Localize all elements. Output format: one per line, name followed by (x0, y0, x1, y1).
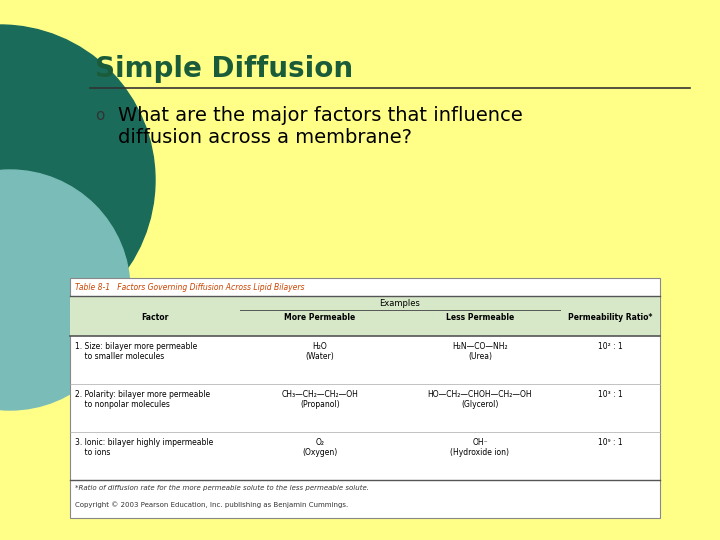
Circle shape (0, 25, 155, 335)
Text: More Permeable: More Permeable (284, 313, 356, 322)
Text: 1. Size: bilayer more permeable
    to smaller molecules: 1. Size: bilayer more permeable to small… (75, 342, 197, 361)
Text: H₂O
(Water): H₂O (Water) (305, 342, 334, 361)
Text: Permeability Ratio*: Permeability Ratio* (568, 313, 652, 322)
Text: o: o (95, 108, 104, 123)
Circle shape (0, 170, 130, 410)
Text: 10² : 1: 10² : 1 (598, 342, 622, 351)
Text: Table 8-1   Factors Governing Diffusion Across Lipid Bilayers: Table 8-1 Factors Governing Diffusion Ac… (75, 283, 305, 292)
Text: CH₃—CH₂—CH₂—OH
(Propanol): CH₃—CH₂—CH₂—OH (Propanol) (282, 390, 359, 409)
FancyBboxPatch shape (70, 296, 660, 336)
Text: Simple Diffusion: Simple Diffusion (95, 55, 353, 83)
Text: diffusion across a membrane?: diffusion across a membrane? (118, 128, 412, 147)
Text: O₂
(Oxygen): O₂ (Oxygen) (302, 438, 338, 457)
Text: *Ratio of diffusion rate for the more permeable solute to the less permeable sol: *Ratio of diffusion rate for the more pe… (75, 485, 369, 491)
Text: Factor: Factor (141, 313, 168, 322)
Text: H₂N—CO—NH₂
(Urea): H₂N—CO—NH₂ (Urea) (452, 342, 508, 361)
Text: 2. Polarity: bilayer more permeable
    to nonpolar molecules: 2. Polarity: bilayer more permeable to n… (75, 390, 210, 409)
Text: Examples: Examples (379, 299, 420, 308)
Text: What are the major factors that influence: What are the major factors that influenc… (118, 106, 523, 125)
Text: OH⁻
(Hydroxide ion): OH⁻ (Hydroxide ion) (451, 438, 510, 457)
Text: 10⁹ : 1: 10⁹ : 1 (598, 438, 622, 447)
Text: 10³ : 1: 10³ : 1 (598, 390, 622, 399)
FancyBboxPatch shape (70, 278, 660, 518)
Text: Copyright © 2003 Pearson Education, Inc. publishing as Benjamin Cummings.: Copyright © 2003 Pearson Education, Inc.… (75, 501, 348, 508)
Text: Less Permeable: Less Permeable (446, 313, 514, 322)
Text: HO—CH₂—CHOH—CH₂—OH
(Glycerol): HO—CH₂—CHOH—CH₂—OH (Glycerol) (428, 390, 532, 409)
Text: 3. Ionic: bilayer highly impermeable
    to ions: 3. Ionic: bilayer highly impermeable to … (75, 438, 213, 457)
